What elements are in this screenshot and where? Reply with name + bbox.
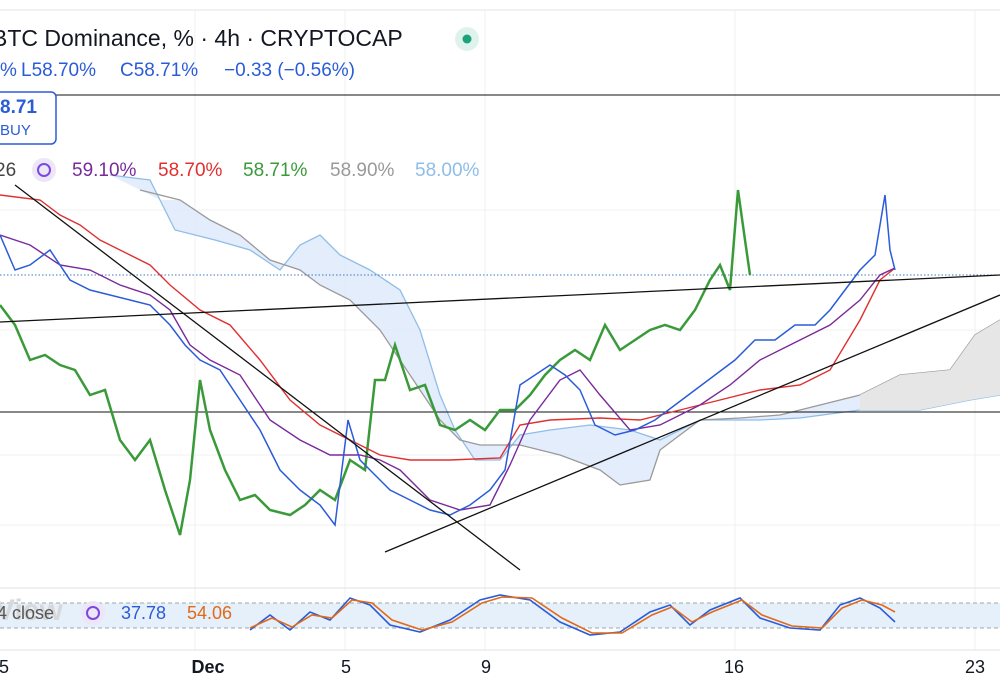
x-tick-label: Dec xyxy=(191,657,224,677)
symbol-title: BTC Dominance, % · 4h · CRYPTOCAP xyxy=(0,25,403,51)
base-line xyxy=(0,194,896,461)
buy-price[interactable]: 8.71 xyxy=(0,97,37,118)
ohlc-low: L58.70% xyxy=(21,60,96,81)
ohlc-tail: % xyxy=(0,60,17,81)
grid xyxy=(0,10,1000,650)
indicator-value: 59.10% xyxy=(72,160,137,181)
cloud-gray xyxy=(860,320,1000,410)
indicator-value: 58.00% xyxy=(415,160,480,181)
oscillator-k xyxy=(249,594,896,636)
status-dot xyxy=(462,34,472,44)
indicator-icon-glyph xyxy=(37,163,51,177)
buy-button[interactable] xyxy=(0,91,57,145)
trend-line xyxy=(0,274,1000,323)
x-tick-label: 9 xyxy=(481,657,491,677)
indicator-value: 58.70% xyxy=(158,160,223,181)
trend-line xyxy=(14,184,521,571)
indicator-value: 58.90% xyxy=(330,160,395,181)
lagging-span xyxy=(0,189,752,536)
x-tick-label: 5 xyxy=(341,657,351,677)
oscillator-icon-glyph xyxy=(86,606,100,620)
indicator-icon[interactable] xyxy=(32,158,56,182)
ohlc-close: C58.71% xyxy=(120,60,198,81)
trend-line xyxy=(384,294,1000,553)
oscillator-value: 54.06 xyxy=(187,603,232,623)
x-tick-label: 5 xyxy=(0,657,9,677)
oscillator-band xyxy=(0,603,1000,628)
price-trace xyxy=(0,194,896,527)
x-tick-label: 16 xyxy=(724,657,744,677)
oscillator-value: 37.78 xyxy=(121,603,166,623)
watermark: View xyxy=(0,594,63,627)
ohlc-change: −0.33 (−0.56%) xyxy=(224,60,355,81)
cloud-edge-b xyxy=(139,189,1000,486)
indicator-label: 26 xyxy=(0,160,16,181)
conversion-line xyxy=(0,234,896,511)
x-tick-label: 23 xyxy=(965,657,985,677)
buy-label[interactable]: BUY xyxy=(0,122,31,139)
oscillator-d xyxy=(249,596,896,634)
indicator-value: 58.71% xyxy=(243,160,308,181)
oscillator-label: 4 close xyxy=(0,603,54,623)
cloud xyxy=(110,175,1000,485)
oscillator-icon[interactable] xyxy=(81,601,105,625)
